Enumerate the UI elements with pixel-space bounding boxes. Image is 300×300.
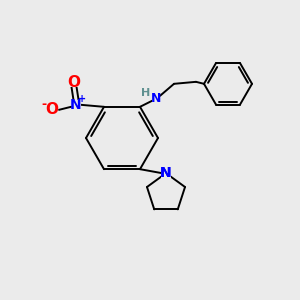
Bar: [71, 100, 80, 109]
Text: -: -: [41, 98, 46, 111]
Text: N: N: [160, 166, 172, 180]
Text: O: O: [46, 102, 59, 117]
Text: N: N: [151, 92, 161, 105]
Text: O: O: [68, 75, 80, 90]
Text: N: N: [70, 98, 82, 112]
Text: H: H: [141, 88, 151, 98]
Text: N: N: [160, 166, 172, 180]
Bar: [161, 169, 171, 178]
Text: +: +: [78, 94, 86, 104]
Bar: [152, 95, 160, 103]
Bar: [70, 78, 79, 87]
Bar: [142, 90, 150, 97]
Bar: [161, 169, 170, 178]
Bar: [47, 105, 56, 114]
